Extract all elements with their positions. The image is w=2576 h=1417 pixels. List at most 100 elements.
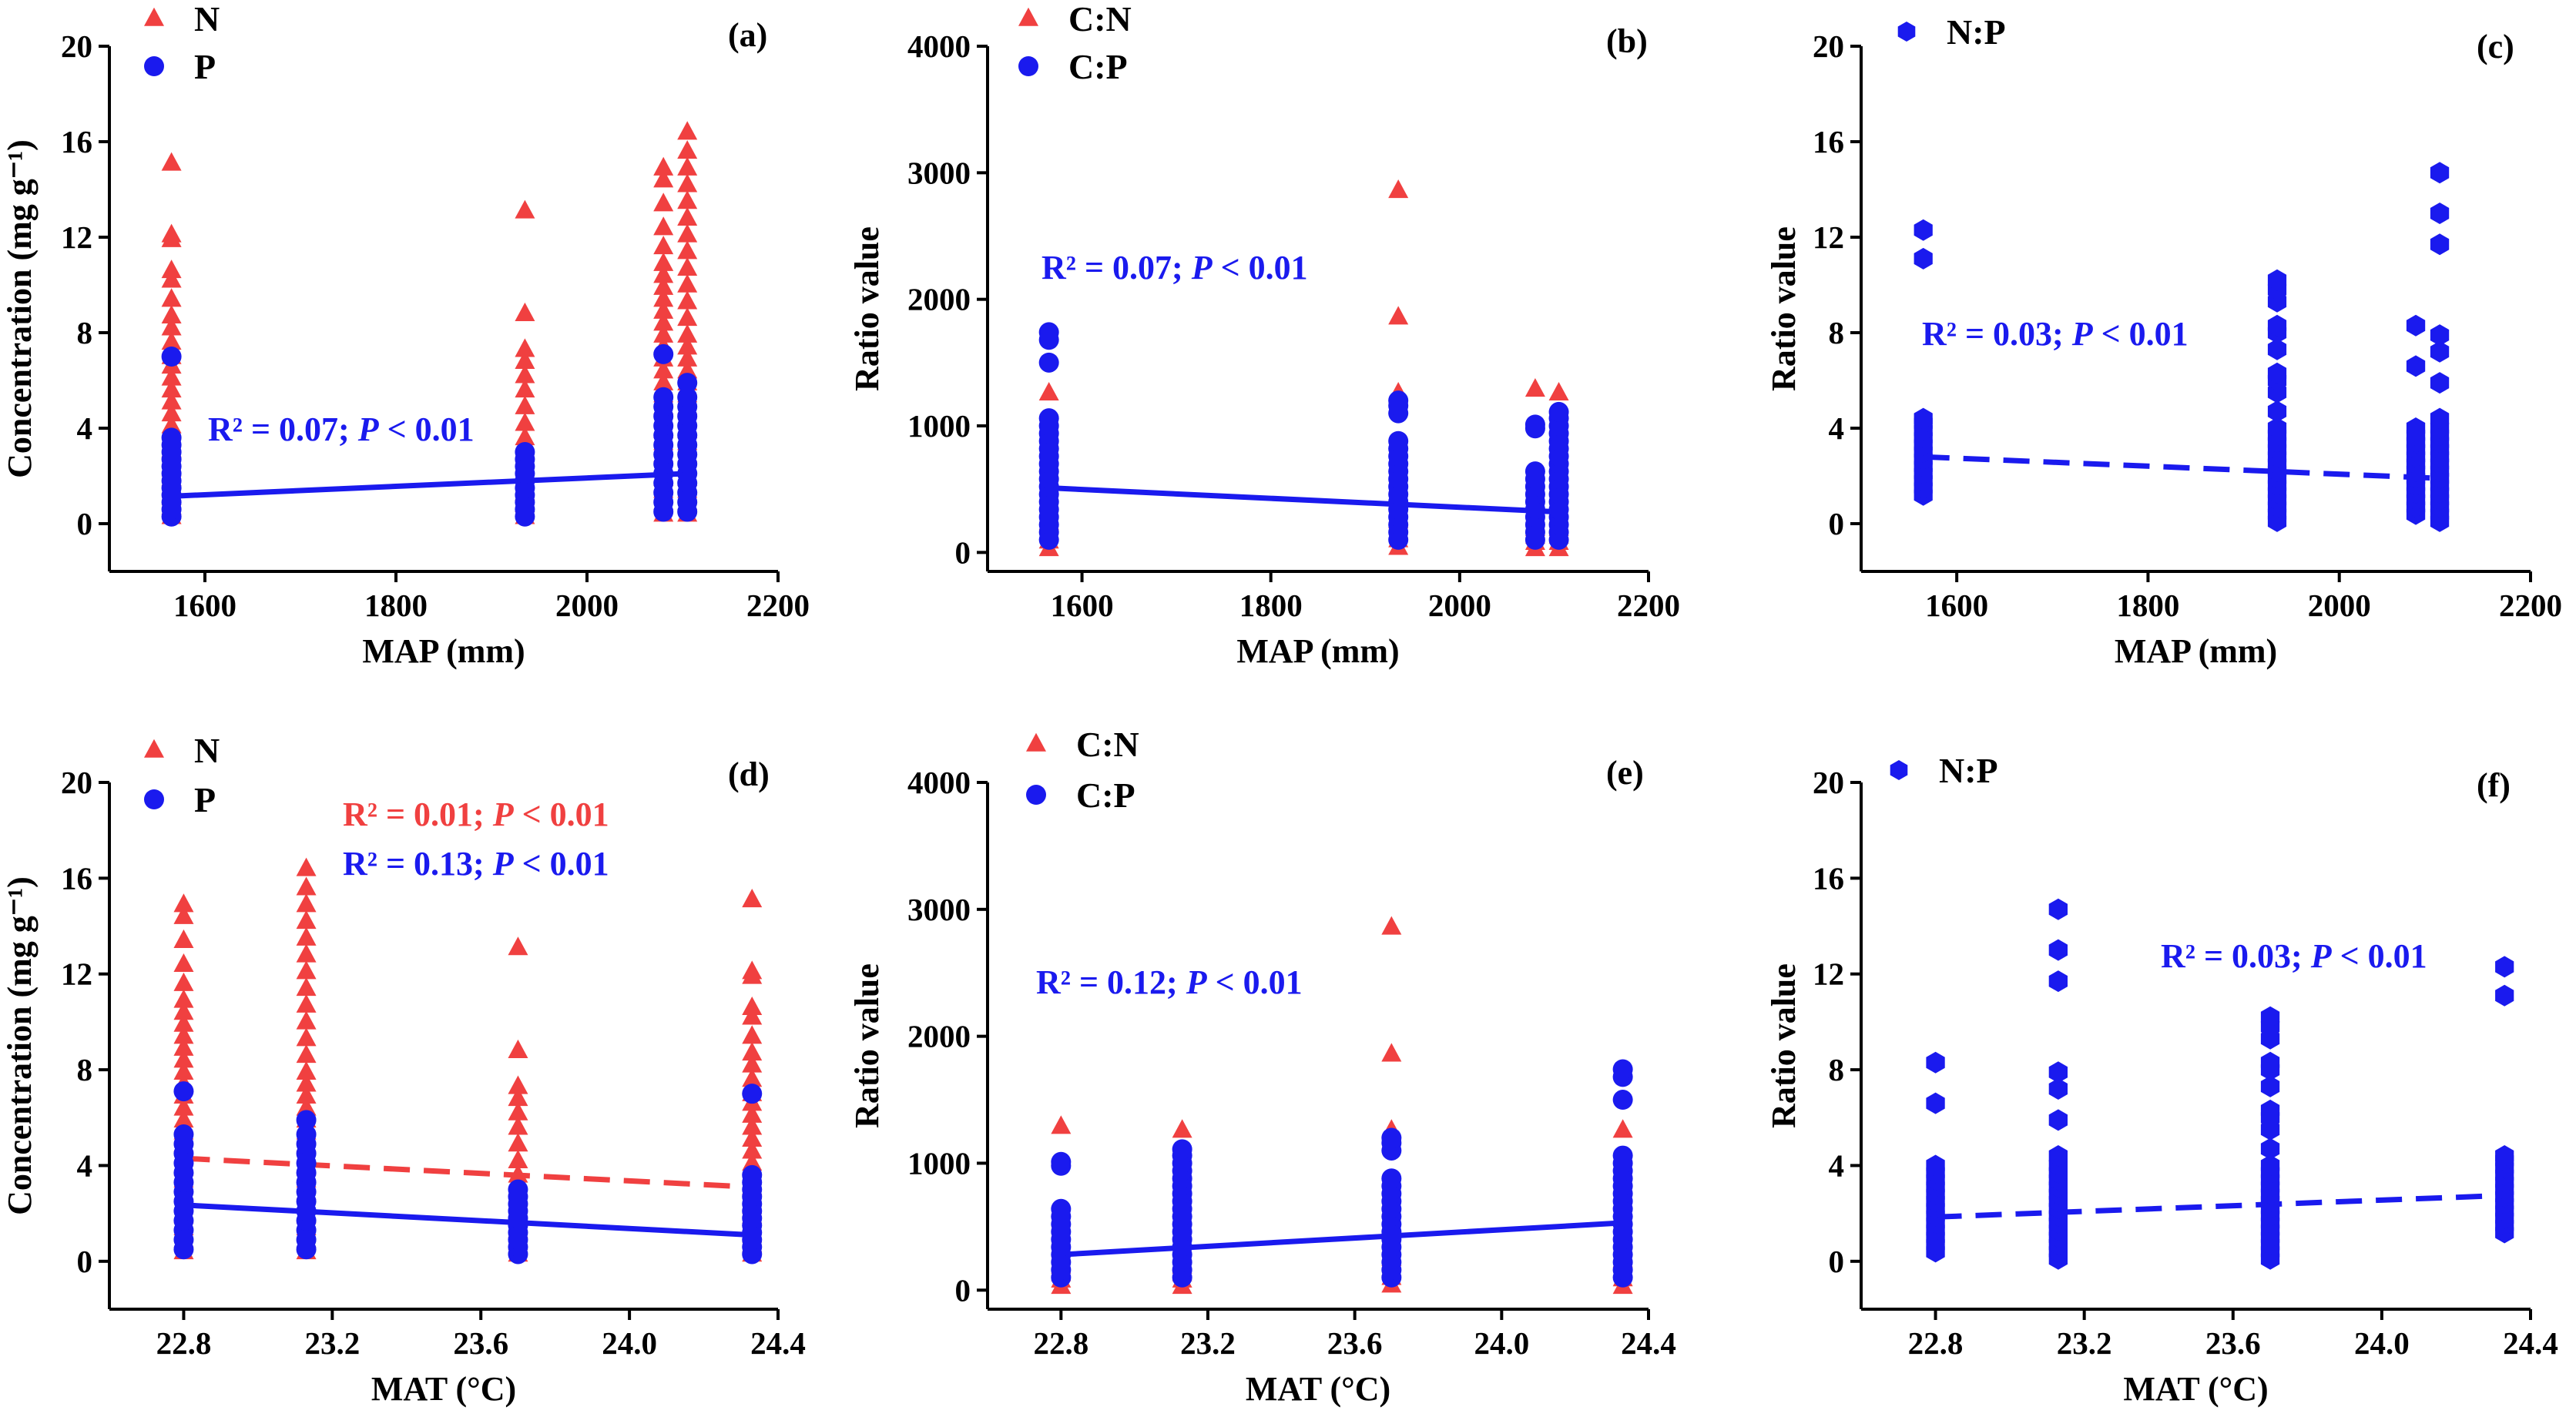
- y-axis-title: Concentration (mg g⁻¹): [1, 876, 39, 1215]
- data-point: [1038, 408, 1059, 429]
- data-point: [1038, 322, 1059, 343]
- series-p: [173, 1081, 763, 1265]
- panel-d: 0 4 8 12 16 20 22.8 23.2 23.6 24.0 24.4 MAT (°C) Con…: [1, 731, 806, 1408]
- data-point: [173, 1049, 194, 1068]
- y-tick-label: 16: [61, 124, 92, 159]
- x-axis-title: MAT (°C): [1246, 1370, 1390, 1408]
- data-point: [742, 1164, 763, 1185]
- data-point: [173, 953, 194, 973]
- data-point: [2260, 1075, 2280, 1097]
- legend-label: C:P: [1076, 775, 1135, 815]
- data-point: [2267, 400, 2287, 423]
- data-point: [2260, 1051, 2280, 1074]
- data-point: [508, 1116, 528, 1135]
- data-point: [296, 960, 317, 980]
- fit-line-2: [183, 1202, 753, 1238]
- data-point: [653, 312, 674, 331]
- data-point: [1381, 916, 1402, 935]
- data-point: [161, 317, 182, 336]
- y-tick-label: 8: [1829, 1052, 1845, 1087]
- data-point: [515, 442, 535, 462]
- x-tick-label: 2200: [1617, 588, 1680, 623]
- series-c-p: [1051, 1059, 1633, 1288]
- x-tick-label: 1600: [1925, 588, 1988, 623]
- data-point: [161, 223, 182, 243]
- data-point: [161, 379, 182, 398]
- y-tick-label: 1000: [907, 1145, 971, 1181]
- x-tick-label: 1800: [2116, 588, 2179, 623]
- y-tick-label: 4: [1829, 410, 1845, 446]
- x-tick-label: 2000: [2308, 588, 2371, 623]
- data-point: [173, 1081, 194, 1102]
- y-tick-label: 2000: [907, 282, 971, 317]
- x-tick-label: 1600: [173, 588, 236, 623]
- data-point: [515, 350, 535, 369]
- data-point: [296, 1044, 317, 1064]
- legend-label: N: [194, 0, 220, 39]
- data-point: [2430, 233, 2450, 256]
- data-point: [173, 1109, 194, 1128]
- data-point: [653, 169, 674, 188]
- data-point: [296, 993, 317, 1013]
- panel-f: 0 4 8 12 16 20 22.8 23.2 23.6 24.0 24.4 MAT (°C) Rat…: [1765, 751, 2558, 1408]
- stat-annotation-p: P: [1191, 249, 1213, 286]
- data-point: [2406, 417, 2426, 439]
- data-point: [1051, 1151, 1072, 1172]
- data-point: [173, 1013, 194, 1032]
- data-point: [742, 960, 763, 980]
- data-point: [173, 1001, 194, 1020]
- data-point: [742, 1054, 763, 1073]
- data-point: [742, 1116, 763, 1135]
- x-tick-label: 22.8: [1908, 1325, 1964, 1361]
- data-point: [161, 414, 182, 434]
- data-point: [173, 1124, 194, 1145]
- data-point: [1388, 430, 1409, 451]
- stat-annotation: R² = 0.12; P < 0.01: [1036, 963, 1303, 1001]
- data-point: [515, 364, 535, 384]
- data-point: [515, 338, 535, 357]
- data-point: [1612, 1119, 1633, 1138]
- y-tick-label: 3000: [907, 155, 971, 190]
- data-point: [173, 972, 194, 991]
- x-tick-label: 23.6: [1327, 1325, 1383, 1361]
- y-tick-label: 4: [77, 410, 93, 446]
- y-tick-label: 20: [1813, 28, 1844, 64]
- data-point: [296, 1110, 317, 1131]
- data-point: [653, 323, 674, 343]
- data-point: [1051, 1198, 1072, 1219]
- series-c-p: [1038, 322, 1569, 550]
- data-point: [742, 1127, 763, 1147]
- data-point: [677, 387, 698, 407]
- x-axis-title: MAP (mm): [2115, 632, 2277, 670]
- data-point: [296, 1084, 317, 1104]
- legend-label: P: [194, 780, 216, 819]
- data-point: [742, 1042, 763, 1061]
- data-point: [677, 373, 698, 394]
- x-tick-label: 24.4: [2503, 1325, 2558, 1361]
- data-point: [173, 1037, 194, 1056]
- y-tick-label: 20: [1813, 765, 1844, 800]
- stat-annotation-tail: < 0.01: [1207, 963, 1303, 1001]
- data-point: [742, 1006, 763, 1025]
- data-point: [173, 929, 194, 948]
- data-point: [296, 876, 317, 896]
- data-point: [1612, 1059, 1633, 1080]
- panel-c: 0 4 8 12 16 20 1600 1800 2000 2200 MAP (mm) Ratio v…: [1765, 12, 2562, 670]
- data-point: [296, 893, 317, 913]
- data-point: [296, 910, 317, 930]
- panel-e: 0 1000 2000 3000 4000 22.8 23.2 23.6 24.0 24.4 MAT…: [848, 725, 1676, 1408]
- data-point: [2260, 1154, 2280, 1177]
- stat-annotation-lead: R² = 0.13;: [343, 845, 493, 883]
- data-point: [677, 140, 698, 159]
- data-point: [2260, 1137, 2280, 1160]
- data-point: [742, 1140, 763, 1159]
- legend-marker: [144, 7, 164, 26]
- legend-marker: [1018, 56, 1038, 76]
- data-point: [508, 1087, 528, 1107]
- data-point: [2495, 984, 2514, 1007]
- data-point: [161, 269, 182, 288]
- stat-annotation-tail: < 0.01: [379, 410, 475, 448]
- data-point: [653, 343, 674, 364]
- data-point: [161, 260, 182, 279]
- y-tick-label: 16: [1813, 124, 1844, 159]
